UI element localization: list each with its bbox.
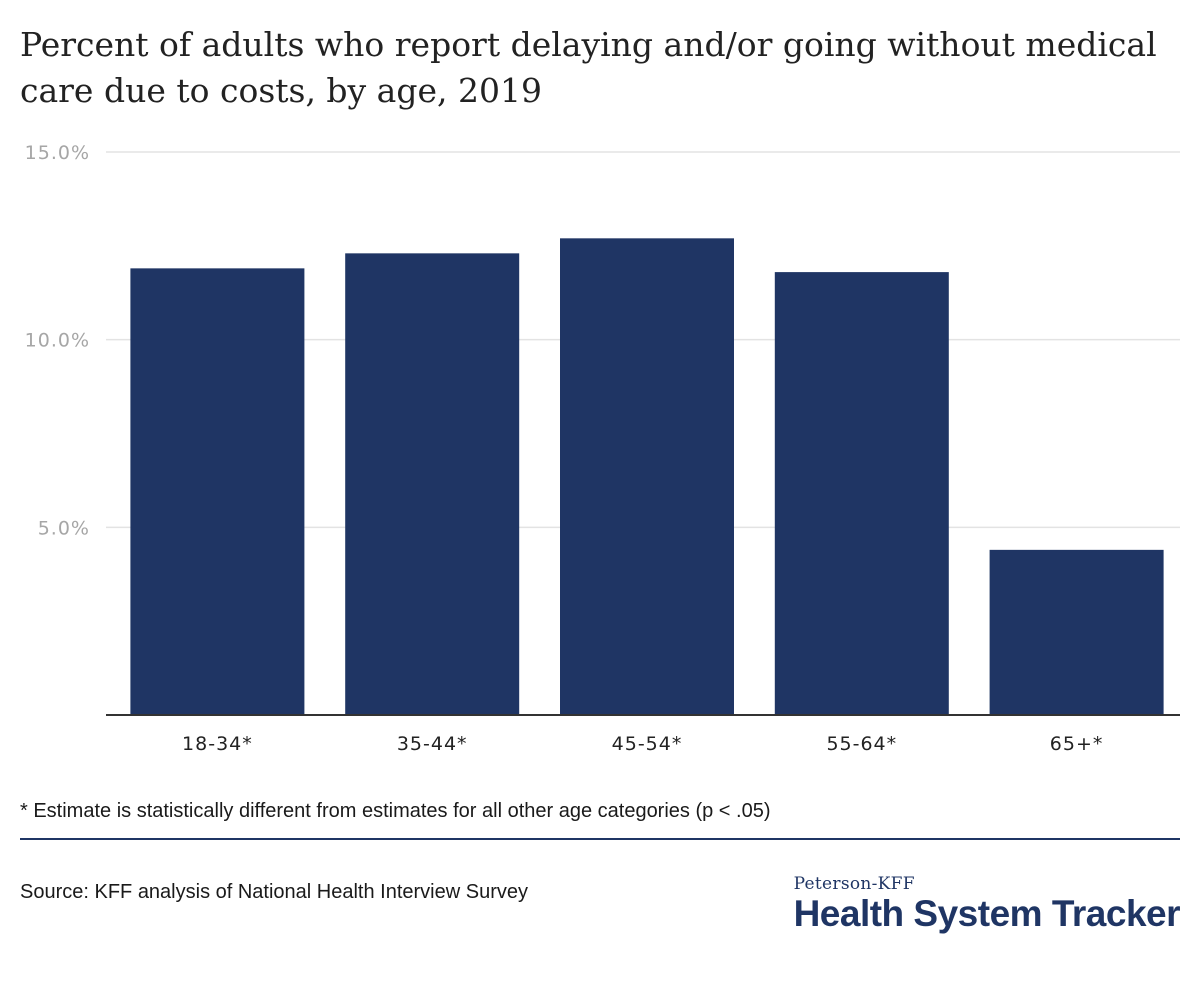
x-tick-label: 55-64* [826,733,897,755]
footnote: * Estimate is statistically different fr… [20,800,771,822]
x-tick-label: 65+* [1050,733,1104,755]
brand-logo: Peterson-KFF Health System Tracker [793,874,1181,935]
chart-title: Percent of adults who report delaying an… [20,25,1157,110]
y-tick-label: 5.0% [38,517,90,539]
brand-small-text: Peterson-KFF [793,874,915,894]
bar [989,549,1164,715]
y-tick-label: 15.0% [25,142,90,164]
source-note: Source: KFF analysis of National Health … [20,881,528,903]
brand-large-text: Health System Tracker [793,893,1181,934]
y-tick-label: 10.0% [25,330,90,352]
bar-chart: 5.0% 10.0% 15.0% 18-34* 35-44* 45-54* 55-64* 65… [25,142,1180,755]
bar [130,268,305,715]
bar [560,238,734,715]
x-tick-label: 45-54* [612,733,683,755]
x-tick-label: 35-44* [397,733,468,755]
x-tick-label: 18-34* [182,733,253,755]
divider-line [20,838,1180,840]
bar [345,253,520,715]
bar [774,272,949,715]
